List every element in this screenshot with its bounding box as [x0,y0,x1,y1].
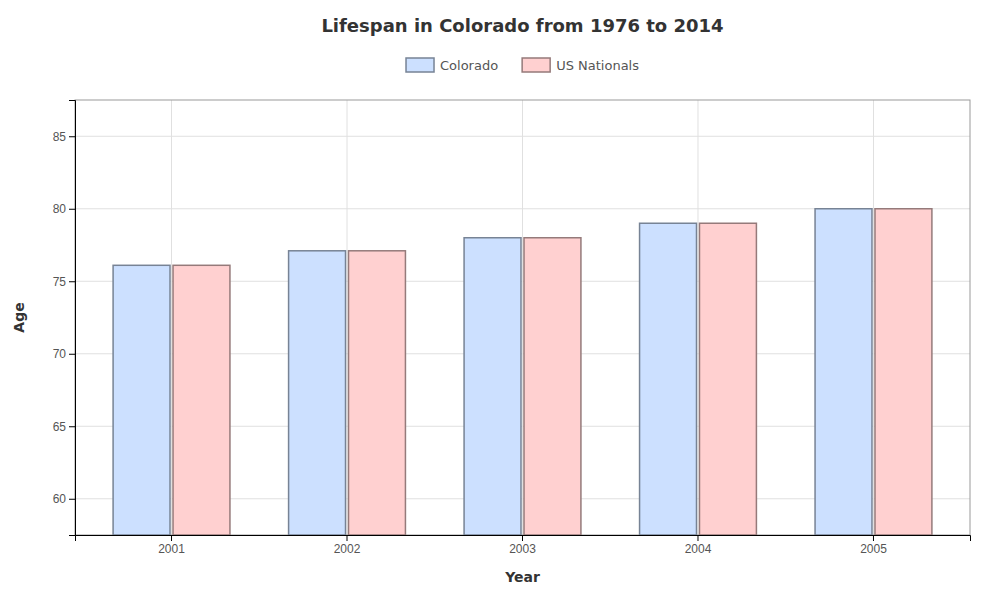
y-tick: 85 [53,130,75,144]
y-tick-mark [69,499,75,500]
bar [875,209,932,535]
y-tick-mark [69,281,75,282]
y-tick-mark [69,136,75,137]
y-axis-line [69,101,76,536]
x-tick-label: 2003 [509,542,536,556]
y-axis-title: Age [11,302,27,332]
legend-item: Colorado [406,58,498,73]
x-tick: 2004 [685,535,712,556]
bar [113,265,170,535]
y-tick-label: 70 [53,347,67,361]
bar [640,223,697,535]
y-tick-label: 80 [53,202,67,216]
y-tick-label: 85 [53,130,67,144]
y-tick-label: 75 [53,275,67,289]
y-tick: 65 [53,420,75,434]
bar [464,238,521,535]
x-tick-label: 2005 [860,542,887,556]
x-tick-label: 2004 [685,542,712,556]
legend: Colorado US Nationals [406,58,639,73]
bar [524,238,581,535]
x-axis-title: Year [504,569,540,585]
y-tick-label: 65 [53,420,67,434]
x-grid-line [697,100,698,535]
x-grid-line [171,100,172,535]
x-tick: 2001 [158,535,185,556]
x-grid-line [522,100,523,535]
legend-label: US Nationals [556,58,639,73]
x-tick: 2002 [334,535,361,556]
x-tick-mark [522,535,523,541]
x-tick: 2005 [860,535,887,556]
bar [699,223,756,535]
y-tick-label: 60 [53,492,67,506]
bars [113,209,932,535]
x-axis-line [76,536,971,542]
y-tick: 60 [53,492,75,506]
x-tick-label: 2001 [158,542,185,556]
chart: 60 65 70 75 80 85 2001 2002 2003 2004 2005 Lifespan… [0,0,1000,600]
y-axis: 60 65 70 75 80 85 [53,101,76,536]
bar [815,209,872,535]
plot-frame [75,100,970,535]
x-tick-label: 2002 [334,542,361,556]
y-tick: 70 [53,347,75,361]
x-grid-line [873,100,874,535]
x-tick-mark [873,535,874,541]
grid [75,100,970,535]
x-tick-mark [347,535,348,541]
x-tick: 2003 [509,535,536,556]
y-tick-mark [69,354,75,355]
bar [349,251,406,535]
x-tick-mark [171,535,172,541]
y-tick-mark [69,426,75,427]
series-1 [173,209,932,535]
series-0 [113,209,872,535]
x-grid-line [347,100,348,535]
legend-swatch [522,58,550,72]
y-tick-mark [69,209,75,210]
bar [289,251,346,535]
legend-swatch [406,58,434,72]
legend-item: US Nationals [522,58,639,73]
title: Lifespan in Colorado from 1976 to 2014 [321,15,723,36]
plot: 60 65 70 75 80 85 2001 2002 2003 2004 2005 [53,100,971,556]
bar [173,265,230,535]
legend-label: Colorado [440,58,498,73]
y-tick: 80 [53,202,75,216]
x-axis: 2001 2002 2003 2004 2005 [76,535,971,556]
y-tick: 75 [53,275,75,289]
x-tick-mark [697,535,698,541]
